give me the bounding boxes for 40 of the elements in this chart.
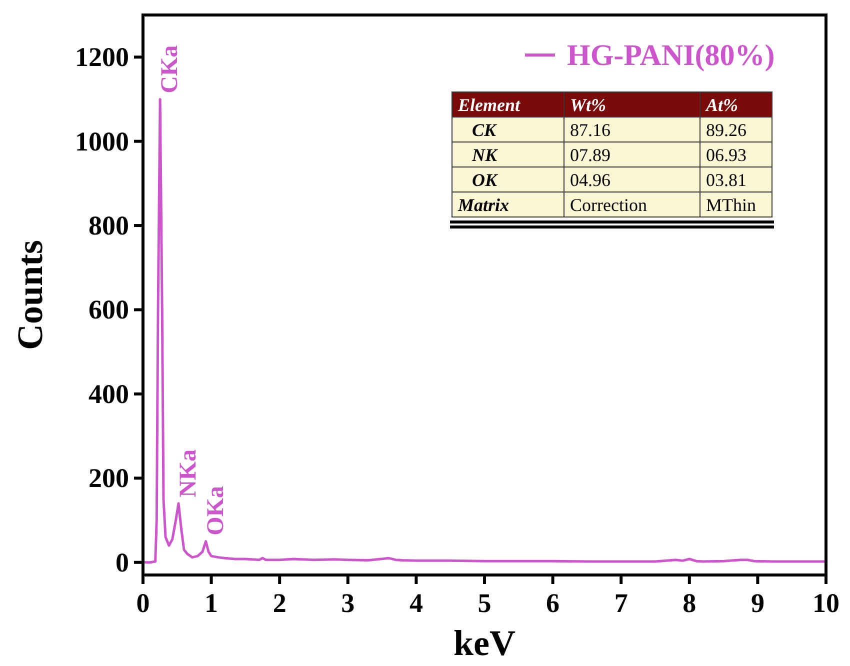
annotation: 87.16 [570,120,610,140]
annotation: At% [705,95,738,115]
y-tick-label: 800 [88,210,129,241]
legend-label: HG-PANI(80%) [567,39,775,72]
x-tick-label: 9 [750,588,764,618]
y-tick-label: 600 [88,294,129,325]
x-tick-label: 7 [614,588,628,618]
x-tick-label: 2 [272,588,286,618]
annotation: 06.93 [706,145,746,165]
annotation: MThin [706,195,756,215]
line-series [142,98,828,564]
annotation: Element [457,95,521,115]
annotation: OKa [202,486,229,536]
y-tick-label: 1000 [75,126,129,156]
y-tick-label: 1200 [75,42,129,72]
y-axis-title: Counts [10,240,50,350]
annotation: Correction [570,195,647,215]
y-tick-label: 0 [116,547,129,578]
annotation: NKa [176,449,202,498]
annotation: CKa [157,45,184,94]
y-tick-label: 200 [88,463,129,494]
x-tick-label: 0 [136,588,150,618]
annotation: 04.96 [570,170,610,190]
annotation: Wt% [570,95,606,115]
annotation: NK [471,145,499,165]
annotation: 89.26 [706,120,746,140]
annotation: OK [472,170,499,190]
x-tick-label: 1 [204,588,218,618]
x-tick-label: 8 [682,588,696,618]
x-tick-label: 10 [812,588,840,618]
annotation: 03.81 [706,170,746,190]
x-tick-label: 6 [546,588,560,618]
x-tick-label: 4 [409,588,423,618]
annotation: Matrix [457,195,510,215]
x-axis-title: keV [454,623,516,663]
annotation: CK [472,120,498,140]
annotation: 07.89 [570,145,610,165]
y-tick-label: 400 [88,378,129,409]
x-tick-label: 3 [341,588,355,618]
x-tick-label: 5 [478,588,492,618]
